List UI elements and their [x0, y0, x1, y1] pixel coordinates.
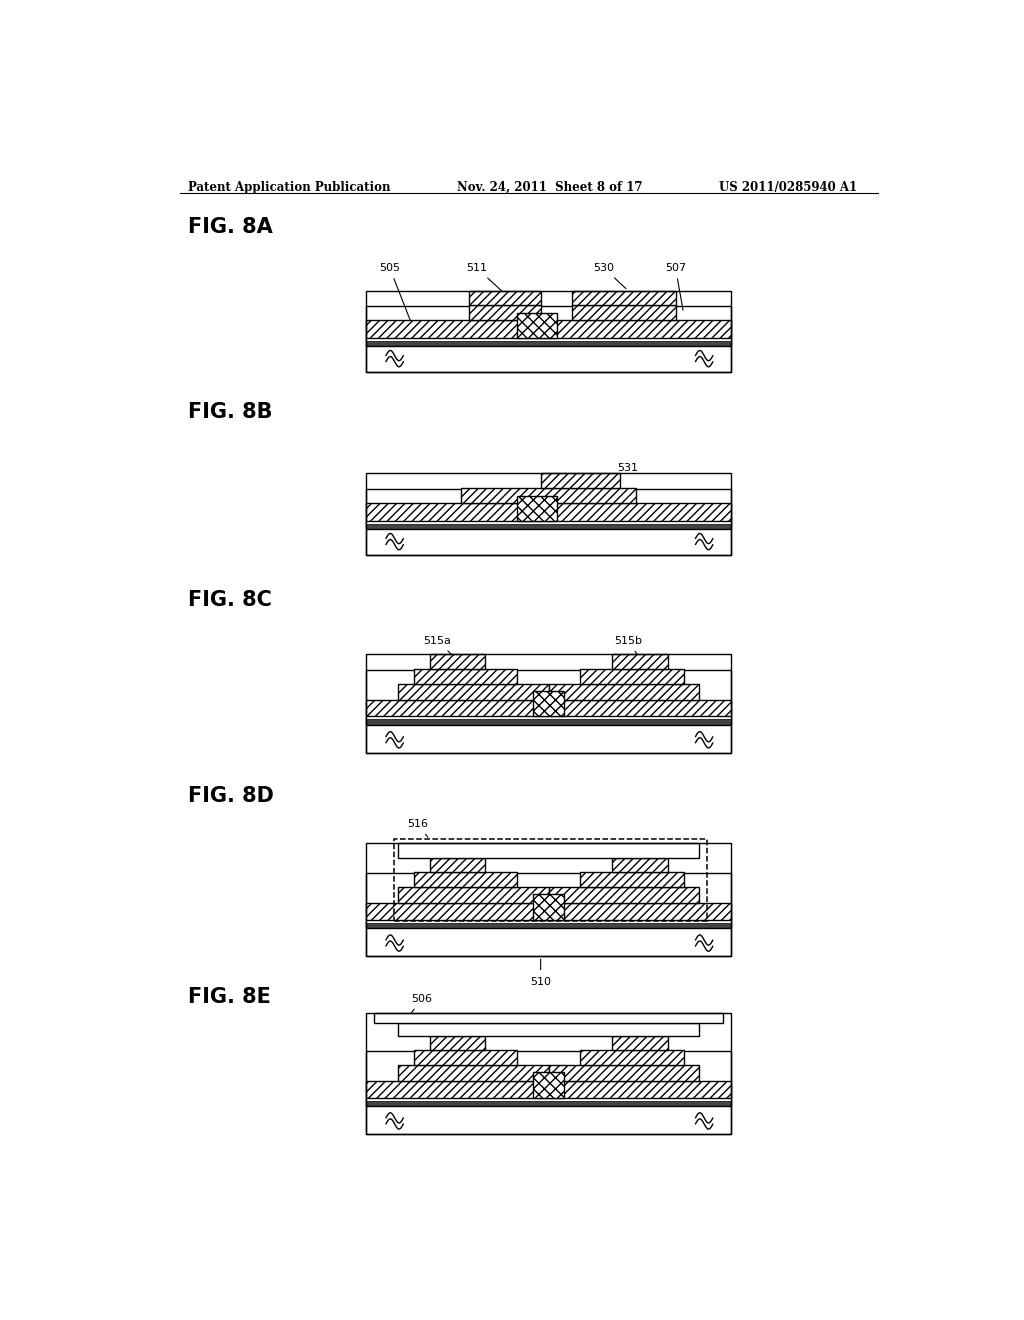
Bar	[414, 873, 517, 887]
Bar	[367, 1081, 731, 1097]
Bar	[397, 887, 549, 903]
Text: US 2011/0285940 A1: US 2011/0285940 A1	[719, 181, 857, 194]
Bar	[367, 474, 731, 554]
Bar	[367, 1098, 731, 1106]
Text: 506: 506	[408, 994, 432, 1018]
Bar	[367, 319, 731, 338]
Bar	[367, 1051, 731, 1134]
Bar	[367, 306, 731, 372]
Text: 531: 531	[614, 463, 639, 479]
Bar	[367, 521, 731, 524]
Text: 530: 530	[594, 263, 626, 289]
Text: 510: 510	[530, 977, 551, 986]
Bar	[430, 858, 485, 873]
Bar	[469, 305, 541, 319]
Bar	[397, 843, 699, 858]
Bar	[367, 655, 731, 752]
Bar	[374, 1014, 723, 1023]
Bar	[367, 503, 731, 521]
Text: 515a: 515a	[424, 636, 460, 661]
Bar	[367, 718, 731, 725]
Bar	[549, 887, 699, 903]
Text: 516: 516	[408, 820, 428, 837]
Text: 507: 507	[665, 263, 686, 310]
Bar	[532, 1072, 564, 1097]
Bar	[367, 843, 731, 956]
Bar	[581, 1049, 684, 1065]
Bar	[572, 305, 676, 319]
Bar	[367, 921, 731, 928]
Bar	[367, 669, 731, 752]
Bar	[367, 488, 731, 554]
Text: Nov. 24, 2011  Sheet 8 of 17: Nov. 24, 2011 Sheet 8 of 17	[458, 181, 643, 194]
Bar	[517, 496, 557, 521]
Bar	[397, 684, 549, 700]
Bar	[517, 313, 557, 338]
Bar	[394, 840, 708, 921]
Bar	[430, 1036, 485, 1049]
Bar	[367, 920, 731, 923]
Text: Patent Application Publication: Patent Application Publication	[187, 181, 390, 194]
Bar	[367, 1097, 731, 1101]
Bar	[367, 717, 731, 719]
Bar	[612, 858, 668, 873]
Bar	[549, 1065, 699, 1081]
Bar	[367, 1014, 731, 1134]
Bar	[367, 339, 731, 346]
Bar	[612, 655, 668, 669]
Text: FIG. 8D: FIG. 8D	[187, 785, 273, 805]
Bar	[430, 655, 485, 669]
Bar	[581, 873, 684, 887]
Bar	[414, 1049, 517, 1065]
Bar	[541, 474, 621, 487]
Bar	[572, 290, 676, 305]
Bar	[367, 873, 731, 956]
Bar	[414, 669, 517, 684]
Bar	[367, 338, 731, 342]
Bar	[469, 290, 541, 305]
Bar	[581, 669, 684, 684]
Text: 511: 511	[467, 263, 507, 296]
Text: 515b: 515b	[614, 636, 642, 661]
Text: FIG. 8C: FIG. 8C	[187, 590, 271, 610]
Bar	[367, 700, 731, 717]
Bar	[397, 1065, 549, 1081]
Bar	[532, 690, 564, 717]
Bar	[532, 894, 564, 920]
Bar	[367, 290, 731, 372]
Text: 505: 505	[379, 263, 413, 326]
Bar	[461, 487, 636, 503]
Bar	[367, 903, 731, 920]
Text: FIG. 8E: FIG. 8E	[187, 987, 270, 1007]
Bar	[367, 523, 731, 529]
Bar	[549, 684, 699, 700]
Text: FIG. 8A: FIG. 8A	[187, 218, 272, 238]
Text: FIG. 8B: FIG. 8B	[187, 403, 272, 422]
Bar	[397, 1023, 699, 1036]
Bar	[612, 1036, 668, 1049]
